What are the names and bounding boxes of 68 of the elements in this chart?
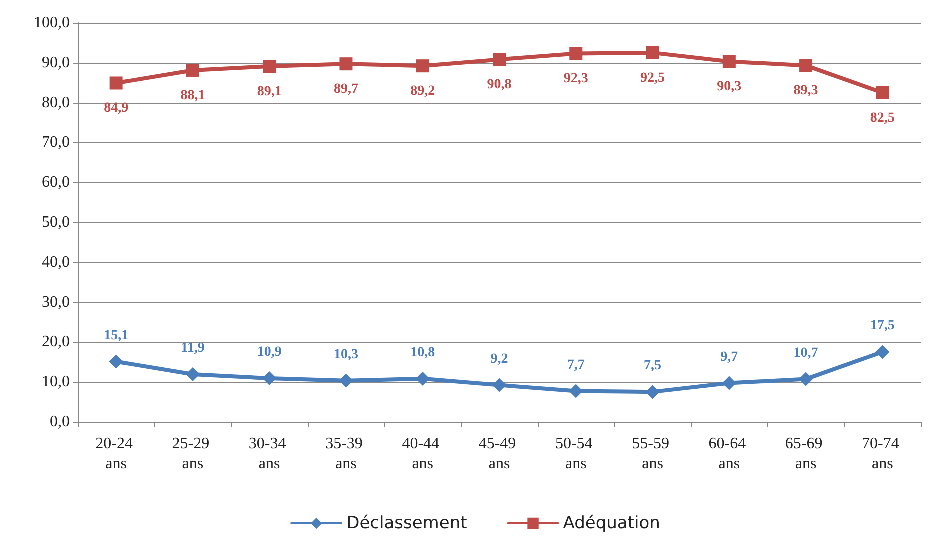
point — [186, 368, 200, 382]
y-tick-label: 80,0 — [42, 94, 70, 112]
x-tick-label: 65-69 ans — [785, 436, 827, 472]
point — [110, 76, 123, 90]
data-label: 90,3 — [717, 80, 742, 95]
data-label: 9,7 — [720, 350, 738, 365]
y-tick-label: 70,0 — [42, 134, 70, 152]
x-tick-label: 70-74 ans — [862, 436, 904, 472]
data-label: 11,9 — [181, 341, 205, 356]
x-tick-label: 25-29 ans — [172, 436, 214, 472]
y-tick-label: 10,0 — [42, 374, 70, 391]
point — [186, 64, 200, 77]
x-tick-label: 40-44 ans — [402, 436, 444, 472]
y-tick-label: 100,0 — [34, 14, 70, 32]
y-tick-label: 20,0 — [42, 334, 70, 351]
point — [262, 372, 277, 386]
x-tick-label: 35-39 ans — [326, 436, 367, 472]
point — [340, 58, 353, 71]
x-tick-label: 60-64 ans — [708, 436, 750, 472]
data-label: 89,1 — [257, 84, 282, 100]
y-tick-label: 60,0 — [42, 174, 70, 192]
y-tick-label: 50,0 — [42, 214, 70, 231]
point — [876, 345, 890, 360]
y-tick-label: 90,0 — [42, 54, 70, 72]
legend-label: Déclassement — [346, 514, 468, 534]
data-label: 88,1 — [180, 88, 206, 104]
data-label: 7,5 — [644, 358, 662, 374]
point — [416, 372, 430, 386]
x-tick-label: 50-54 ans — [555, 436, 597, 472]
data-label: 90,8 — [487, 78, 512, 93]
data-label: 92,5 — [640, 70, 666, 86]
point — [722, 55, 736, 68]
y-tick-label: 0,0 — [50, 414, 70, 430]
y-tick-label: 30,0 — [42, 294, 70, 311]
point — [646, 46, 660, 60]
point — [492, 378, 506, 392]
data-label: 7,7 — [567, 358, 585, 373]
x-tick-label: 30-34 ans — [248, 436, 290, 472]
data-label: 9,2 — [490, 352, 508, 367]
data-label: 84,9 — [104, 101, 129, 116]
point — [800, 59, 813, 72]
legend-label: Adéquation — [563, 514, 660, 534]
point — [876, 86, 890, 100]
data-label: 15,1 — [104, 328, 129, 344]
data-label: 10,8 — [410, 345, 436, 360]
point — [722, 376, 736, 390]
point — [109, 354, 124, 369]
point — [569, 384, 584, 398]
x-tick-label: 45-49 ans — [478, 436, 520, 472]
data-label: 92,3 — [564, 72, 588, 87]
point — [416, 60, 430, 73]
data-label: 10,9 — [257, 345, 282, 360]
data-label: 82,5 — [870, 110, 895, 126]
data-label: 89,7 — [334, 82, 358, 98]
data-label: 10,3 — [334, 347, 358, 362]
x-tick-label: 55-59 ans — [632, 436, 674, 472]
y-tick-label: 40,0 — [42, 254, 70, 271]
data-label: 89,3 — [794, 84, 818, 99]
point — [799, 372, 814, 386]
point — [646, 385, 660, 400]
data-label: 17,5 — [870, 318, 895, 334]
data-label: 89,2 — [410, 84, 436, 100]
x-tick-label: 20-24 ans — [96, 436, 137, 472]
point — [493, 53, 506, 66]
point — [263, 60, 276, 73]
point — [339, 374, 354, 388]
point — [570, 47, 583, 60]
data-label: 10,7 — [794, 346, 818, 361]
